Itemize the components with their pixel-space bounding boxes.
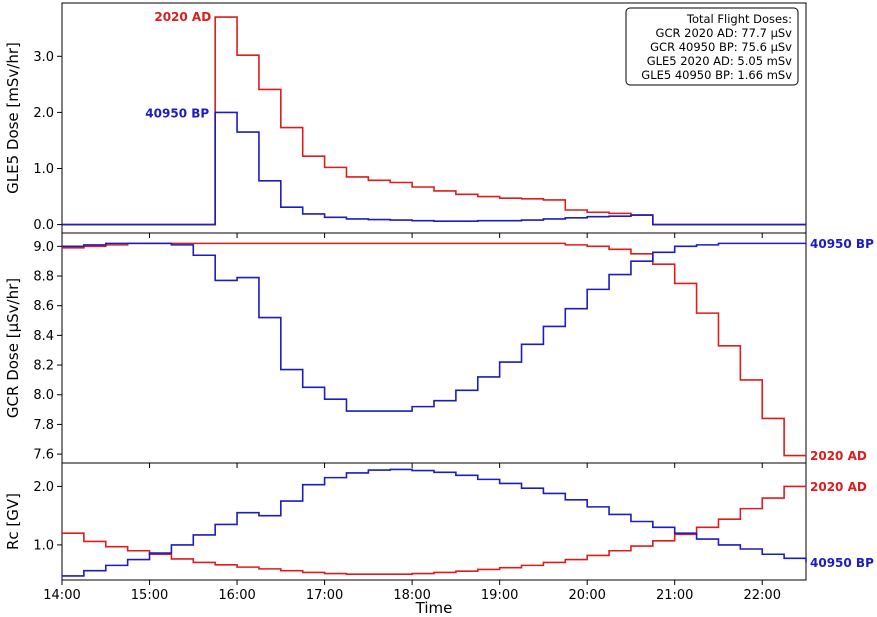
legend-title: Total Flight Doses: xyxy=(686,12,792,26)
bottom-label-40950-bp: 40950 BP xyxy=(810,556,874,570)
middle-y-tick-label: 8.8 xyxy=(33,270,54,285)
middle-y-axis-title: GCR Dose [µSv/hr] xyxy=(4,278,22,418)
top-label-40950-bp: 40950 BP xyxy=(145,106,209,120)
bottom-label-2020-ad: 2020 AD xyxy=(810,480,867,494)
middle-y-tick-label: 9.0 xyxy=(33,240,54,255)
x-tick-label: 16:00 xyxy=(218,588,255,603)
middle-y-tick-label: 8.2 xyxy=(33,359,54,374)
x-tick-label: 17:00 xyxy=(306,588,343,603)
time-x-axis: Time xyxy=(415,599,453,617)
bottom-series-40950-bp xyxy=(62,468,807,577)
x-tick-label: 15:00 xyxy=(131,588,168,603)
middle-y-tick-label: 8.4 xyxy=(33,329,54,344)
top-y-tick-label: 0.0 xyxy=(33,218,54,233)
bottom-series-2020-ad xyxy=(62,485,806,575)
bottom-plot-frame xyxy=(61,462,807,581)
legend-line: GLE5 40950 BP: 1.66 mSv xyxy=(641,68,792,82)
gle5-dose-panel: 0.0 1.0 2.0 3.0 GLE5 Dose [mSv/hr] 2020 AD 409… xyxy=(4,2,807,238)
x-tick-label: 14:00 xyxy=(43,588,80,603)
legend-line: GCR 40950 BP: 75.6 µSv xyxy=(650,40,792,54)
top-series-40950-bp xyxy=(62,111,806,226)
bottom-y-tick-label: 1.0 xyxy=(33,538,54,553)
x-tick-label: 20:00 xyxy=(568,588,605,603)
top-y-tick-label: 1.0 xyxy=(33,162,54,177)
middle-y-tick-label: 7.8 xyxy=(33,418,54,433)
middle-y-tick-label: 7.6 xyxy=(33,448,54,463)
middle-label-40950-bp: 40950 BP xyxy=(810,237,874,251)
legend-line: GCR 2020 AD: 77.7 µSv xyxy=(656,26,793,40)
bottom-y-tick-label: 2.0 xyxy=(33,480,54,495)
legend-line: GLE5 2020 AD: 5.05 mSv xyxy=(647,54,792,68)
top-y-tick-label: 2.0 xyxy=(33,106,54,121)
middle-label-2020-ad: 2020 AD xyxy=(810,449,867,463)
middle-plot-frame xyxy=(61,232,807,464)
top-label-2020-ad: 2020 AD xyxy=(154,10,211,24)
x-tick-label: 19:00 xyxy=(481,588,518,603)
middle-series-2020-ad xyxy=(62,242,806,457)
rc-panel: 1.0 2.0 Rc [GV] 14:00 15:00 16:00 17:00 18:00 19… xyxy=(4,462,874,603)
legend-box xyxy=(625,7,799,86)
x-tick-label: 22:00 xyxy=(744,588,781,603)
middle-series-40950-bp xyxy=(62,242,806,412)
middle-y-tick-label: 8.0 xyxy=(33,388,54,403)
bottom-y-axis-title: Rc [GV] xyxy=(4,493,22,550)
top-y-axis-title: GLE5 Dose [mSv/hr] xyxy=(4,42,22,194)
gcr-dose-panel: 7.6 7.8 8.0 8.2 8.4 8.6 8.8 9.0 GCR Dose [µSv/hr… xyxy=(4,232,874,468)
x-axis-title: Time xyxy=(415,599,453,617)
middle-y-tick-label: 8.6 xyxy=(33,299,54,314)
x-tick-label: 21:00 xyxy=(656,588,693,603)
top-y-tick-label: 3.0 xyxy=(33,50,54,65)
x-tick-label: 18:00 xyxy=(393,588,430,603)
top-series-2020-ad xyxy=(62,16,806,226)
